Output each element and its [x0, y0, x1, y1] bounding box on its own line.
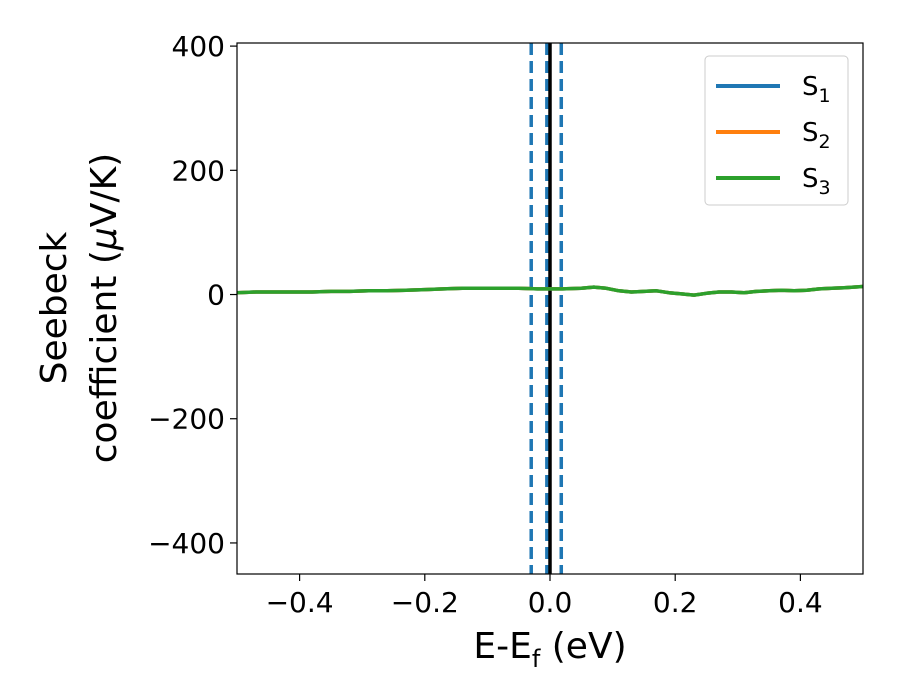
series-line-s3 [237, 284, 863, 297]
x-tick-label: 0.4 [778, 586, 823, 619]
y-axis-label: Seebeck coefficient (μV/K) [34, 153, 125, 463]
plot-area [237, 43, 863, 574]
legend-label-s1: S1 [802, 72, 831, 107]
y-tick-label: 400 [172, 30, 225, 63]
ticks: −0.4 −0.2 0.0 0.2 0.4 400 200 0 −200 −400 [148, 30, 823, 619]
x-tick-label: 0.2 [653, 586, 698, 619]
x-tick-label: −0.2 [391, 586, 459, 619]
x-axis-label: E-Ef (eV) [473, 626, 626, 673]
y-axis-label-line1: Seebeck [34, 231, 75, 384]
legend-label-s2: S2 [802, 118, 831, 153]
y-tick-label: 0 [207, 279, 225, 312]
y-tick-label: 200 [172, 154, 225, 187]
y-tick-label: −200 [148, 403, 225, 436]
legend-label-s3: S3 [802, 164, 831, 199]
x-tick-label: −0.4 [266, 586, 334, 619]
legend: S1 S2 S3 [704, 55, 849, 206]
y-tick-label: −400 [148, 527, 225, 560]
x-tick-label: 0.0 [528, 586, 573, 619]
y-axis-label-line2: coefficient (μV/K) [84, 153, 125, 463]
